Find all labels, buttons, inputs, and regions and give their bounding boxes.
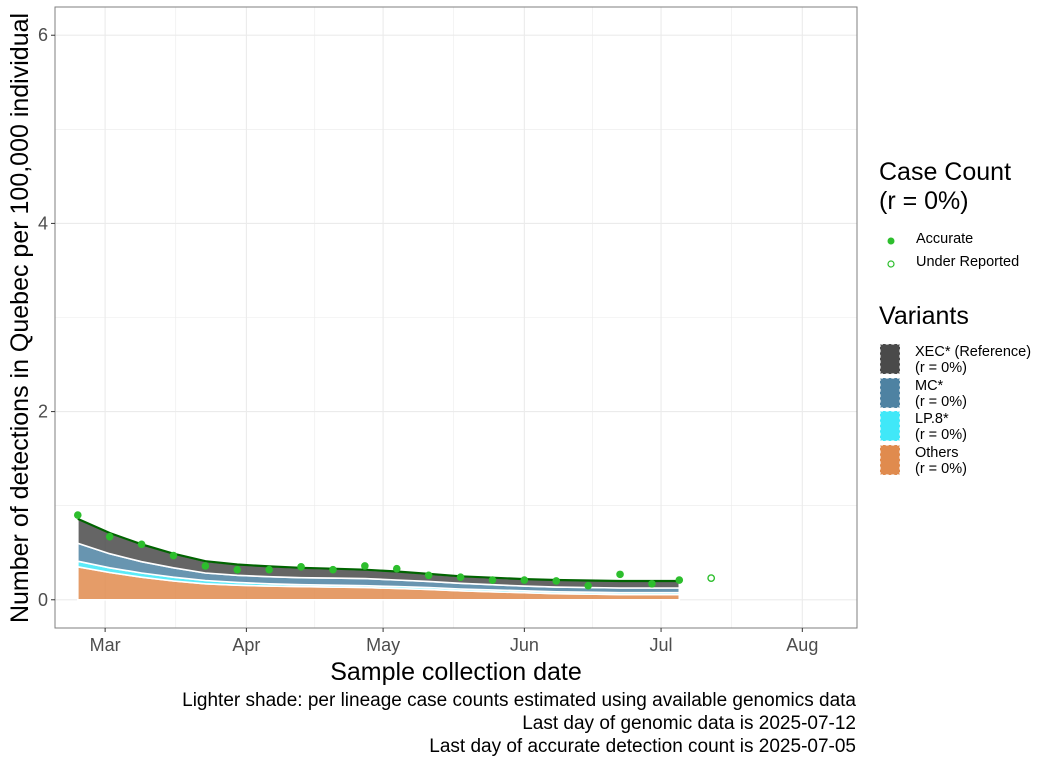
legend-under-reported-label: Under Reported (916, 254, 1020, 270)
x-tick-label: Jun (510, 635, 539, 655)
accurate-point (616, 570, 624, 579)
total-detections-line (77, 517, 680, 583)
case-count-legend-title: Case Count (r = 0%) (879, 158, 1012, 215)
accurate-point (648, 579, 656, 588)
accurate-point (233, 565, 242, 574)
x-tick-label: Jul (650, 635, 673, 655)
caption-line-2: Last day of genomic data is 2025-07-12 (522, 713, 856, 734)
y-tick-label: 6 (38, 25, 48, 45)
accurate-point (329, 565, 337, 574)
variant-key-label: LP.8* (r = 0%) (915, 411, 967, 443)
accurate-point (169, 551, 178, 560)
accurate-point (297, 563, 305, 571)
accurate-point (552, 577, 561, 585)
accurate-point (488, 576, 497, 584)
grid (55, 7, 857, 628)
y-axis-label: Number of detections in Quebec per 100,0… (6, 13, 34, 623)
variants-legend-title: Variants (879, 302, 969, 330)
accurate-point (137, 540, 146, 549)
accurate-point (456, 573, 465, 581)
y-tick-label: 0 (38, 590, 48, 610)
accurate-point (392, 564, 401, 573)
caption-line-3: Last day of accurate detection count is … (429, 736, 856, 757)
x-tick-label: Apr (232, 635, 260, 655)
variant-key-swatch (880, 444, 900, 475)
x-axis-label: Sample collection date (330, 658, 582, 686)
axis-ticks: 0 2 4 6 Mar Apr May Jun Jul Aug (38, 25, 818, 655)
accurate-point (105, 532, 114, 541)
accurate-point (520, 576, 529, 584)
under-reported-point (707, 574, 716, 583)
variant-key-swatch (880, 344, 900, 374)
total-line (77, 517, 680, 583)
variant-key-swatch (880, 411, 900, 441)
hollow-circle-icon (887, 260, 895, 268)
variant-areas (77, 517, 681, 601)
accurate-point (424, 571, 433, 580)
x-tick-label: Aug (786, 635, 818, 655)
accurate-point (584, 581, 592, 590)
y-tick-label: 2 (38, 402, 48, 422)
x-tick-label: May (366, 635, 400, 655)
accurate-point (201, 562, 210, 570)
accurate-point (361, 562, 369, 570)
filled-circle-icon (887, 237, 895, 245)
accurate-point (675, 576, 684, 584)
variant-key-label: MC* (r = 0%) (915, 377, 967, 410)
accurate-point (265, 565, 273, 574)
variant-key-swatch (880, 377, 900, 408)
panel-border (54, 6, 858, 629)
variant-key-label: XEC* (Reference) (r = 0%) (915, 344, 1032, 376)
case-count-legend: Case Count (r = 0%) (879, 158, 1011, 216)
variants-legend: Variants (879, 302, 969, 331)
y-tick-label: 4 (38, 213, 48, 233)
variant-key-label: Others (r = 0%) (915, 444, 967, 477)
x-tick-label: Mar (90, 635, 121, 655)
legend-accurate-label: Accurate (916, 231, 974, 247)
accurate-point (73, 511, 82, 519)
caption-line-1: Lighter shade: per lineage case counts e… (182, 690, 856, 711)
case-points (73, 511, 716, 590)
